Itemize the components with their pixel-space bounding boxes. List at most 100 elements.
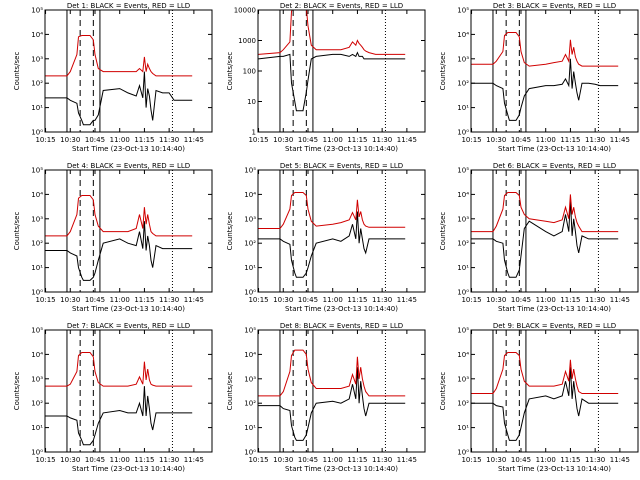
y-tick-label: 1 <box>252 129 256 137</box>
x-axis-label: Start Time (23-Oct-13 10:14:40) <box>285 465 398 473</box>
y-tick-label: 10³ <box>244 375 256 383</box>
plot-frame <box>44 329 213 453</box>
y-tick-label: 10⁴ <box>457 191 469 199</box>
detector-panel-4: Det 4: BLACK = Events, RED = LLD 10⁰ 10¹ 10… <box>13 162 213 313</box>
plot-frame <box>470 329 639 453</box>
y-tick-label: 10⁴ <box>457 31 469 39</box>
y-tick-label: 10⁰ <box>457 289 469 297</box>
y-tick-label: 10² <box>457 80 469 88</box>
panel-title: Det 3: BLACK = Events, RED = LLD <box>493 2 616 10</box>
detector-panel-3: Det 3: BLACK = Events, RED = LLD 10⁰ 10¹ 10… <box>439 2 639 153</box>
x-tick-label: 10:15 <box>35 296 55 304</box>
x-tick-label: 11:15 <box>560 296 580 304</box>
x-tick-label: 11:30 <box>372 296 392 304</box>
y-tick-label: 10⁴ <box>244 351 256 359</box>
y-axis-label: Counts/sec <box>13 372 21 411</box>
y-tick-label: 10² <box>31 80 43 88</box>
detector-panel-6: Det 6: BLACK = Events, RED = LLD 10⁰ 10¹ 10… <box>439 162 639 313</box>
y-tick-label: 10¹ <box>31 424 43 432</box>
lld-series-line <box>471 352 619 394</box>
x-tick-label: 10:30 <box>486 136 506 144</box>
y-axis-label: Counts/sec <box>226 372 234 411</box>
y-tick-label: 10⁰ <box>31 289 43 297</box>
y-axis-label: Counts/sec <box>226 52 234 91</box>
x-axis-label: Start Time (23-Oct-13 10:14:40) <box>498 145 611 153</box>
x-axis-label: Start Time (23-Oct-13 10:14:40) <box>285 145 398 153</box>
y-tick-label: 10² <box>31 240 43 248</box>
y-tick-label: 10¹ <box>457 264 469 272</box>
plot-frame <box>470 9 639 133</box>
y-tick-label: 10³ <box>31 55 43 63</box>
y-tick-label: 10³ <box>31 215 43 223</box>
events-series-line <box>471 367 619 441</box>
plot-frame <box>257 329 426 453</box>
panel-title: Det 7: BLACK = Events, RED = LLD <box>67 322 190 330</box>
y-tick-label: 10⁵ <box>457 327 469 335</box>
y-tick-label: 10³ <box>31 375 43 383</box>
x-tick-label: 11:30 <box>585 296 605 304</box>
plot-frame <box>257 169 426 293</box>
y-tick-label: 10² <box>31 400 43 408</box>
x-tick-label: 10:30 <box>60 136 80 144</box>
lld-series-line <box>258 10 406 55</box>
detector-panel-1: Det 1: BLACK = Events, RED = LLD 10⁰ 10¹ 10… <box>13 2 213 153</box>
x-tick-label: 11:15 <box>134 296 154 304</box>
x-tick-label: 11:15 <box>347 136 367 144</box>
x-tick-label: 11:15 <box>134 136 154 144</box>
y-tick-label: 10⁴ <box>31 31 43 39</box>
plot-frame <box>44 9 213 133</box>
x-tick-label: 11:00 <box>110 296 130 304</box>
x-tick-label: 10:45 <box>298 136 318 144</box>
x-tick-label: 10:30 <box>60 296 80 304</box>
panel-title: Det 5: BLACK = Events, RED = LLD <box>280 162 403 170</box>
panel-title: Det 6: BLACK = Events, RED = LLD <box>493 162 616 170</box>
plot-frame <box>257 9 426 133</box>
x-tick-label: 10:30 <box>273 296 293 304</box>
x-tick-label: 11:45 <box>397 456 417 464</box>
y-tick-label: 10¹ <box>31 264 43 272</box>
x-tick-label: 11:30 <box>372 456 392 464</box>
x-axis-label: Start Time (23-Oct-13 10:14:40) <box>72 465 185 473</box>
y-tick-label: 10⁴ <box>31 351 43 359</box>
y-tick-label: 10⁰ <box>244 449 256 457</box>
x-tick-label: 10:45 <box>511 296 531 304</box>
detector-panel-7: Det 7: BLACK = Events, RED = LLD 10⁰ 10¹ 10… <box>13 322 213 473</box>
y-axis-label: Counts/sec <box>439 212 447 251</box>
plot-frame <box>470 169 639 293</box>
x-tick-label: 10:30 <box>486 456 506 464</box>
x-tick-label: 11:00 <box>323 136 343 144</box>
y-tick-label: 10¹ <box>31 104 43 112</box>
y-tick-label: 10⁵ <box>244 167 256 175</box>
x-tick-label: 11:15 <box>347 456 367 464</box>
y-axis-label: Counts/sec <box>13 52 21 91</box>
x-tick-label: 11:00 <box>110 456 130 464</box>
x-tick-label: 11:00 <box>323 296 343 304</box>
x-tick-label: 11:15 <box>560 456 580 464</box>
y-axis-label: Counts/sec <box>439 52 447 91</box>
x-tick-label: 11:15 <box>134 456 154 464</box>
y-tick-label: 10³ <box>457 375 469 383</box>
y-tick-label: 10¹ <box>457 104 469 112</box>
detector-panel-8: Det 8: BLACK = Events, RED = LLD 10⁰ 10¹ 10… <box>226 322 426 473</box>
y-tick-label: 10⁴ <box>31 191 43 199</box>
x-tick-label: 11:45 <box>610 456 630 464</box>
lld-series-line <box>258 349 406 397</box>
x-tick-label: 10:45 <box>298 296 318 304</box>
x-tick-label: 11:00 <box>323 456 343 464</box>
x-tick-label: 10:15 <box>461 296 481 304</box>
x-tick-label: 11:30 <box>585 136 605 144</box>
detector-panel-9: Det 9: BLACK = Events, RED = LLD 10⁰ 10¹ 10… <box>439 322 639 473</box>
y-tick-label: 10⁵ <box>457 7 469 15</box>
x-tick-label: 11:45 <box>397 296 417 304</box>
y-tick-label: 10⁵ <box>31 7 43 15</box>
x-tick-label: 11:45 <box>610 136 630 144</box>
x-tick-label: 10:15 <box>248 136 268 144</box>
y-tick-label: 10⁵ <box>31 327 43 335</box>
events-series-line <box>45 386 193 446</box>
y-tick-label: 10⁵ <box>457 167 469 175</box>
plot-frame <box>44 169 213 293</box>
y-tick-label: 10⁰ <box>457 129 469 137</box>
lld-series-line <box>471 192 619 233</box>
panel-title: Det 1: BLACK = Events, RED = LLD <box>67 2 190 10</box>
